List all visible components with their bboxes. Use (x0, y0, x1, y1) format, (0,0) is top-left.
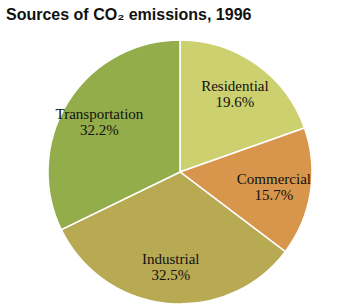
value-label: 32.5% (151, 267, 190, 283)
slice (48, 40, 180, 230)
category-label: Residential (201, 78, 269, 94)
slice-label: Residential19.6% (201, 78, 269, 110)
title: Sources of CO₂ emissions, 1996 (6, 6, 252, 23)
category-label: Transportation (56, 106, 144, 122)
slice-label: Transportation32.2% (56, 106, 144, 138)
category-label: Commercial (237, 171, 311, 187)
category-label: Industrial (142, 251, 200, 267)
chart: Sources of CO₂ emissions, 1996 Residentia… (0, 0, 346, 307)
value-label: 32.2% (80, 122, 119, 138)
labels: Residential19.6% Commercial15.7% Industria… (56, 78, 311, 282)
value-label: 19.6% (216, 94, 255, 110)
value-label: 15.7% (255, 187, 294, 203)
pie (48, 40, 312, 304)
slice-label: Industrial32.5% (142, 251, 200, 283)
slice-label: Commercial15.7% (237, 171, 311, 203)
